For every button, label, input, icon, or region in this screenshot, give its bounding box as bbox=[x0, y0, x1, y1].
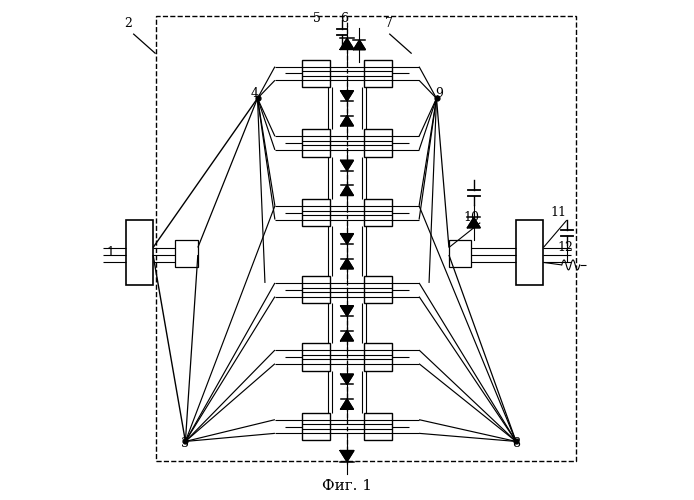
Bar bbox=[303, 130, 330, 157]
Text: 2: 2 bbox=[124, 18, 132, 30]
Bar bbox=[516, 220, 543, 285]
Text: 4: 4 bbox=[251, 87, 259, 100]
Text: 6: 6 bbox=[341, 12, 348, 26]
Text: 9: 9 bbox=[435, 87, 443, 100]
Polygon shape bbox=[340, 38, 354, 50]
Bar bbox=[364, 199, 391, 226]
Polygon shape bbox=[341, 399, 353, 409]
Bar bbox=[364, 60, 391, 87]
Text: 7: 7 bbox=[385, 18, 393, 30]
Polygon shape bbox=[467, 218, 480, 228]
Bar bbox=[176, 240, 198, 268]
Polygon shape bbox=[341, 374, 353, 384]
Bar bbox=[303, 276, 330, 303]
Text: 12: 12 bbox=[558, 241, 574, 254]
Polygon shape bbox=[340, 450, 354, 462]
Text: 8: 8 bbox=[512, 438, 520, 450]
Bar bbox=[126, 220, 153, 285]
Polygon shape bbox=[341, 185, 353, 196]
Bar bbox=[364, 130, 391, 157]
Text: 3: 3 bbox=[181, 438, 189, 450]
Bar bbox=[303, 413, 330, 440]
Text: 10: 10 bbox=[464, 211, 480, 224]
Polygon shape bbox=[341, 160, 353, 170]
Polygon shape bbox=[341, 116, 353, 126]
Bar bbox=[364, 413, 391, 440]
Text: Фиг. 1: Фиг. 1 bbox=[322, 479, 372, 493]
Bar bbox=[364, 343, 391, 370]
Polygon shape bbox=[341, 330, 353, 341]
Polygon shape bbox=[341, 306, 353, 316]
Polygon shape bbox=[341, 90, 353, 101]
Polygon shape bbox=[341, 258, 353, 269]
Text: 11: 11 bbox=[550, 206, 566, 219]
Bar bbox=[303, 343, 330, 370]
Polygon shape bbox=[353, 40, 366, 50]
Text: 1: 1 bbox=[107, 246, 115, 259]
Bar bbox=[364, 276, 391, 303]
Polygon shape bbox=[341, 234, 353, 244]
Bar bbox=[303, 60, 330, 87]
Bar bbox=[155, 16, 576, 462]
Bar bbox=[303, 199, 330, 226]
Text: 5: 5 bbox=[313, 12, 321, 26]
Bar bbox=[449, 240, 471, 268]
